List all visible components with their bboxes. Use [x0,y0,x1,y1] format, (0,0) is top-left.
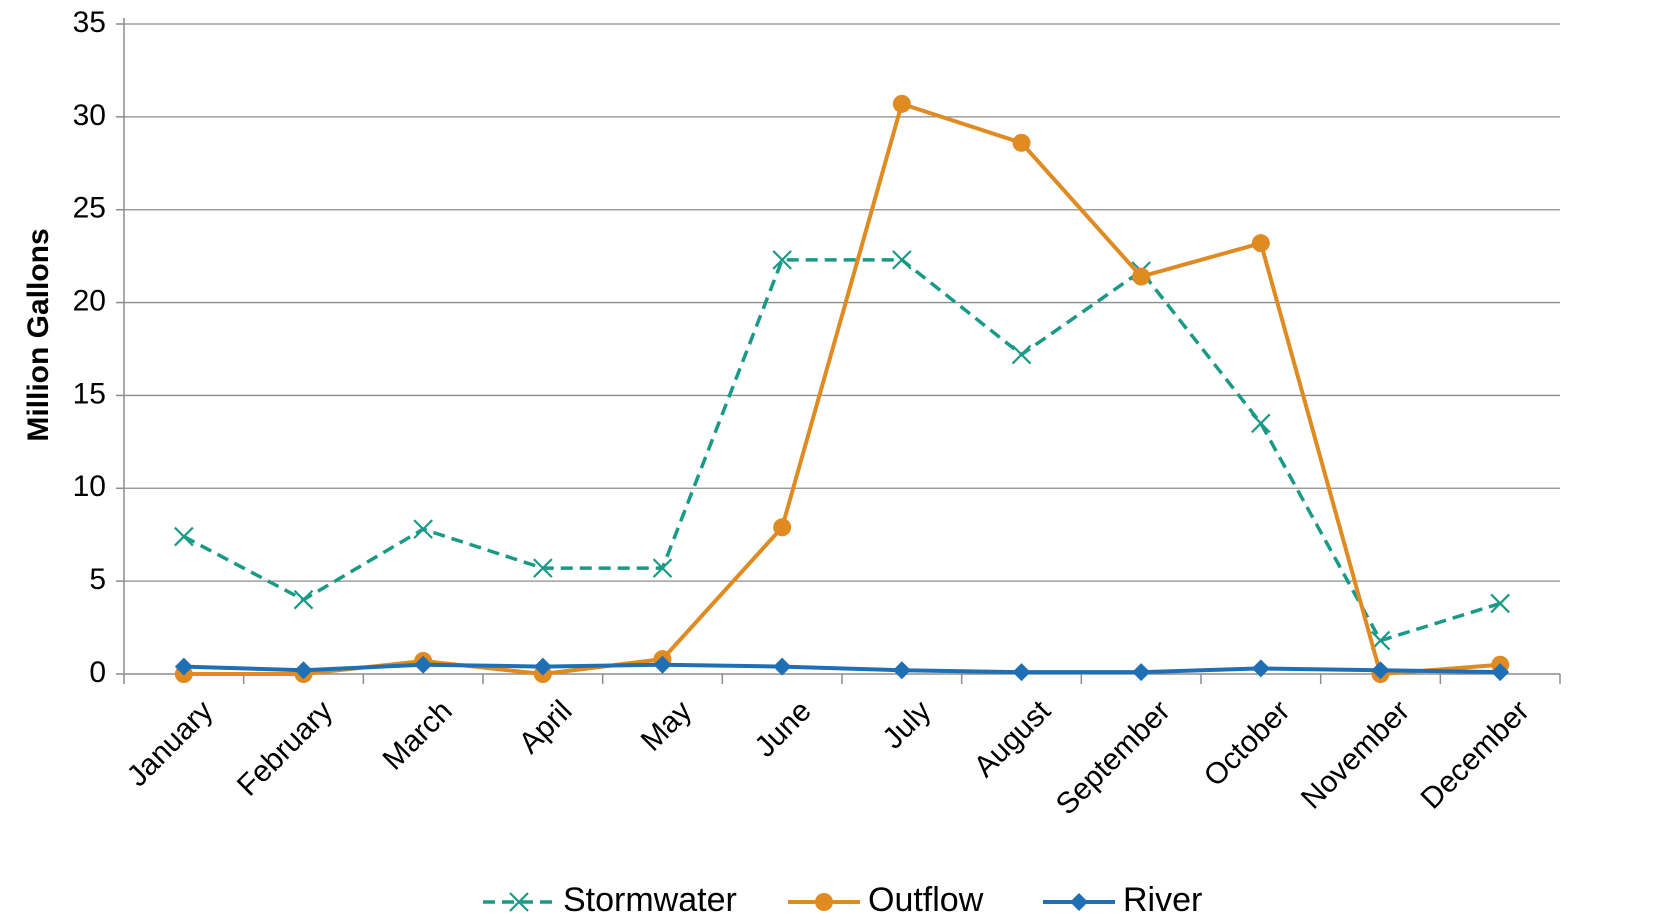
data-point [892,661,911,680]
x-tick-label: September [1050,694,1177,821]
x-tick-label: October [1198,694,1297,793]
x-tick-labels: January February March April May June July Augu… [121,694,1536,822]
data-point [413,519,433,539]
y-tick-label: 15 [73,377,106,410]
series-line-outflow [183,101,1501,676]
data-point [773,518,792,537]
legend-marker [1070,893,1088,911]
data-point [174,526,194,547]
data-point [1491,663,1510,682]
data-point [1251,659,1270,678]
data-point [1012,133,1031,152]
x-tick-label: February [231,694,339,802]
data-point [533,657,552,676]
x-tick-label: November [1295,694,1416,815]
legend-marker [509,892,529,912]
y-tick-label: 35 [73,6,106,39]
y-tick-label: 5 [89,563,106,596]
gridlines [124,23,1560,582]
data-point [533,558,553,578]
data-point [772,250,792,270]
y-tick-label: 0 [89,656,106,689]
data-point [1251,413,1271,434]
series-outflow [174,94,1510,683]
y-tick-label: 20 [73,284,106,317]
x-tick-label: December [1415,694,1536,815]
data-point [1490,593,1510,614]
data-point [1011,344,1032,365]
data-point [1371,661,1390,680]
data-point [1012,663,1031,682]
data-point [652,558,673,578]
legend: Stormwater Outflow River [483,881,1202,919]
data-point [773,657,792,676]
legend-item-stormwater: Stormwater [483,881,737,919]
data-point [414,655,433,674]
data-point [1132,267,1151,286]
legend-item-river: River [1043,881,1202,919]
data-point [1251,234,1270,253]
y-axis-title: Million Gallons [22,228,55,441]
x-tick-label: July [876,694,937,755]
legend-label: Outflow [868,881,984,919]
x-tick-label: April [513,694,579,760]
series [174,94,1510,683]
y-tick-label: 25 [73,192,106,225]
y-tick-labels: 0 5 10 15 20 25 30 35 [73,6,106,689]
data-point [174,657,193,676]
data-point [294,661,313,680]
axes [116,18,1561,684]
legend-label: River [1123,881,1202,919]
x-tick-label: May [635,694,698,757]
series-line-stormwater [183,258,1501,643]
series-stormwater [174,250,1510,651]
data-point [892,250,912,270]
data-point [892,94,911,113]
series-line-river [183,662,1501,675]
x-tick-label: August [968,694,1058,784]
y-tick-label: 30 [73,99,106,132]
legend-label: Stormwater [563,881,737,919]
x-tick-label: March [377,694,459,776]
x-tick-label: June [748,694,817,763]
legend-item-outflow: Outflow [788,881,984,919]
legend-marker [815,893,833,911]
x-tick-label: January [121,694,220,793]
y-tick-label: 10 [73,470,106,503]
series-river [174,655,1510,682]
data-point [653,655,672,674]
data-point [1132,663,1151,682]
data-point [293,589,314,610]
